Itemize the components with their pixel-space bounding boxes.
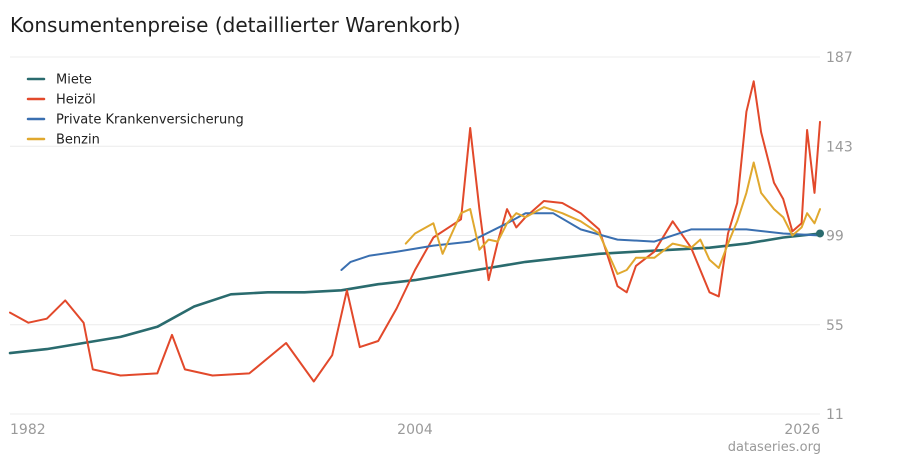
series-line-private-krankenversicherung (340, 212, 821, 271)
legend-label-0: Miete (56, 73, 92, 88)
series-layer (8, 80, 824, 383)
y-tick-label-3: 55 (826, 318, 844, 334)
grid-layer (10, 56, 820, 415)
chart-title: Konsumentenpreise (detaillierter Warenko… (10, 13, 461, 37)
axis-layer: 187 143 99 55 11 1982 2004 2026 (10, 50, 853, 438)
legend-label-1: Heizöl (56, 93, 96, 108)
x-tick-label-1: 2004 (397, 422, 433, 438)
y-tick-label-4: 11 (826, 407, 844, 423)
series-line-benzin (404, 161, 821, 275)
y-tick-label-1: 143 (826, 139, 853, 155)
series-end-marker-miete (816, 229, 824, 238)
legend-label-3: Benzin (56, 133, 100, 148)
source-label: dataseries.org (727, 440, 821, 455)
y-tick-label-2: 99 (826, 229, 844, 245)
legend-layer: Miete Heizöl Private Krankenversicherung Be… (26, 73, 244, 148)
series-line-miete (8, 232, 822, 355)
y-tick-label-0: 187 (826, 50, 853, 66)
x-tick-label-0: 1982 (10, 422, 46, 438)
x-tick-label-2: 2026 (784, 422, 820, 438)
legend-label-2: Private Krankenversicherung (56, 113, 244, 128)
